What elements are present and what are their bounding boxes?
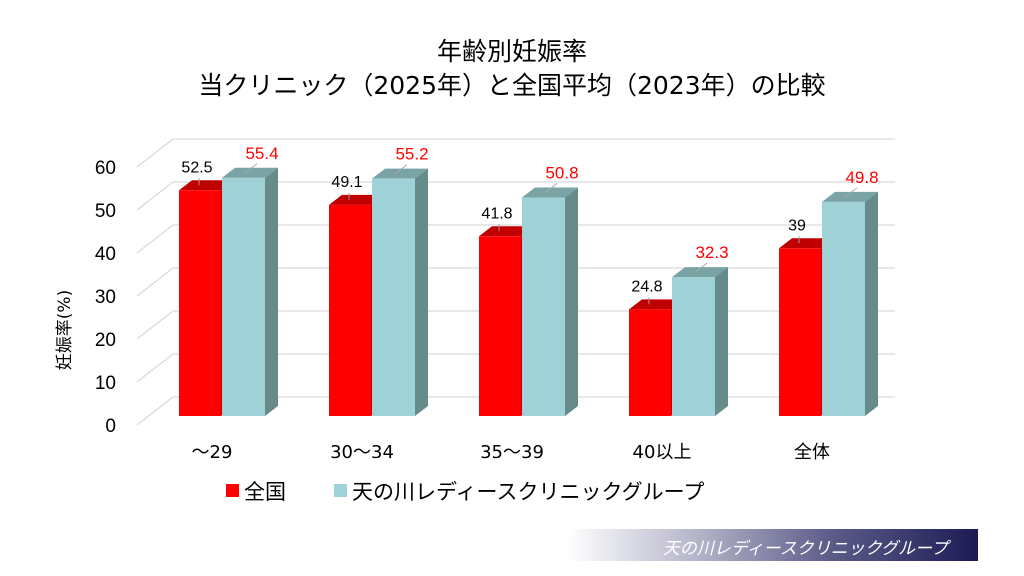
- bar-clinic-side: [865, 191, 878, 416]
- bar-national: [179, 190, 221, 416]
- footer-brand-text: 天の川レディースクリニックグループ: [662, 539, 948, 559]
- bar-clinic-side: [715, 267, 728, 416]
- label-leader: [844, 187, 858, 198]
- bar-clinic-side: [415, 168, 428, 416]
- x-tick-label: 35～39: [480, 442, 544, 463]
- legend-swatch-clinic: [334, 484, 347, 497]
- bar-national-top: [479, 226, 534, 237]
- bar-clinic: [222, 177, 265, 416]
- data-label-national: 39: [788, 217, 806, 234]
- data-label-clinic: 49.8: [845, 168, 878, 187]
- bar-clinic: [522, 197, 565, 416]
- bar-national-top: [329, 194, 384, 205]
- gridline-depth: [136, 138, 174, 168]
- gridline-depth: [136, 396, 174, 426]
- label-leader: [244, 163, 258, 174]
- y-tick-label: 20: [95, 330, 116, 351]
- gridline-depth: [136, 310, 174, 340]
- bar-national: [779, 248, 821, 416]
- bar-national-top: [179, 180, 234, 191]
- label-leader: [544, 183, 558, 193]
- footer-brand-banner: 天の川レディースクリニックグループ: [568, 529, 978, 561]
- bar-clinic-top: [372, 168, 428, 179]
- data-label-clinic: 32.3: [695, 243, 728, 262]
- x-tick-label: 全体: [794, 442, 830, 463]
- label-leader: [694, 262, 708, 273]
- bar-national: [479, 236, 521, 416]
- data-label-national: 52.5: [181, 159, 212, 176]
- y-tick-label: 10: [95, 373, 116, 394]
- data-label-clinic: 55.4: [245, 144, 278, 163]
- legend-label-national: 全国: [244, 480, 286, 504]
- bar-clinic-side: [565, 187, 578, 416]
- bar-clinic-top: [822, 191, 878, 202]
- bar-clinic: [822, 201, 865, 416]
- bar-national-top: [779, 238, 834, 249]
- bar-clinic: [372, 178, 415, 416]
- chart-title-line2: 当クリニック（2025年）と全国平均（2023年）の比較: [198, 71, 826, 100]
- bar-clinic-top: [672, 267, 728, 278]
- y-axis-label: 妊娠率(%): [55, 290, 75, 370]
- bar-national: [629, 309, 671, 416]
- bar-clinic-top: [222, 167, 278, 178]
- data-label-clinic: 50.8: [545, 164, 578, 183]
- gridline-depth: [136, 181, 174, 211]
- x-tick-label: 30～34: [330, 442, 394, 463]
- gridline-depth: [136, 224, 174, 254]
- label-leader: [394, 164, 408, 175]
- y-tick-label: 60: [95, 158, 116, 179]
- bar-clinic: [672, 277, 715, 416]
- data-label-clinic: 55.2: [395, 145, 428, 164]
- bar-national-top: [629, 299, 684, 310]
- gridline-depth: [136, 353, 174, 383]
- y-tick-label: 40: [95, 244, 116, 265]
- data-label-national: 24.8: [631, 278, 662, 295]
- bar-clinic-top: [522, 187, 578, 198]
- y-tick-label: 30: [95, 287, 116, 308]
- y-tick-label: 50: [95, 201, 116, 222]
- bar-national: [329, 204, 371, 416]
- legend-label-clinic: 天の川レディースクリニックグループ: [352, 480, 704, 504]
- gridline-depth: [136, 267, 174, 297]
- legend-swatch-national: [226, 484, 239, 497]
- x-tick-label: ～29: [192, 442, 233, 463]
- y-tick-label: 0: [105, 416, 116, 437]
- chart-title-line1: 年齢別妊娠率: [436, 37, 587, 66]
- data-label-national: 41.8: [481, 205, 512, 222]
- bar-clinic-side: [265, 167, 278, 416]
- data-label-national: 49.1: [331, 174, 362, 191]
- x-tick-label: 40以上: [633, 442, 692, 463]
